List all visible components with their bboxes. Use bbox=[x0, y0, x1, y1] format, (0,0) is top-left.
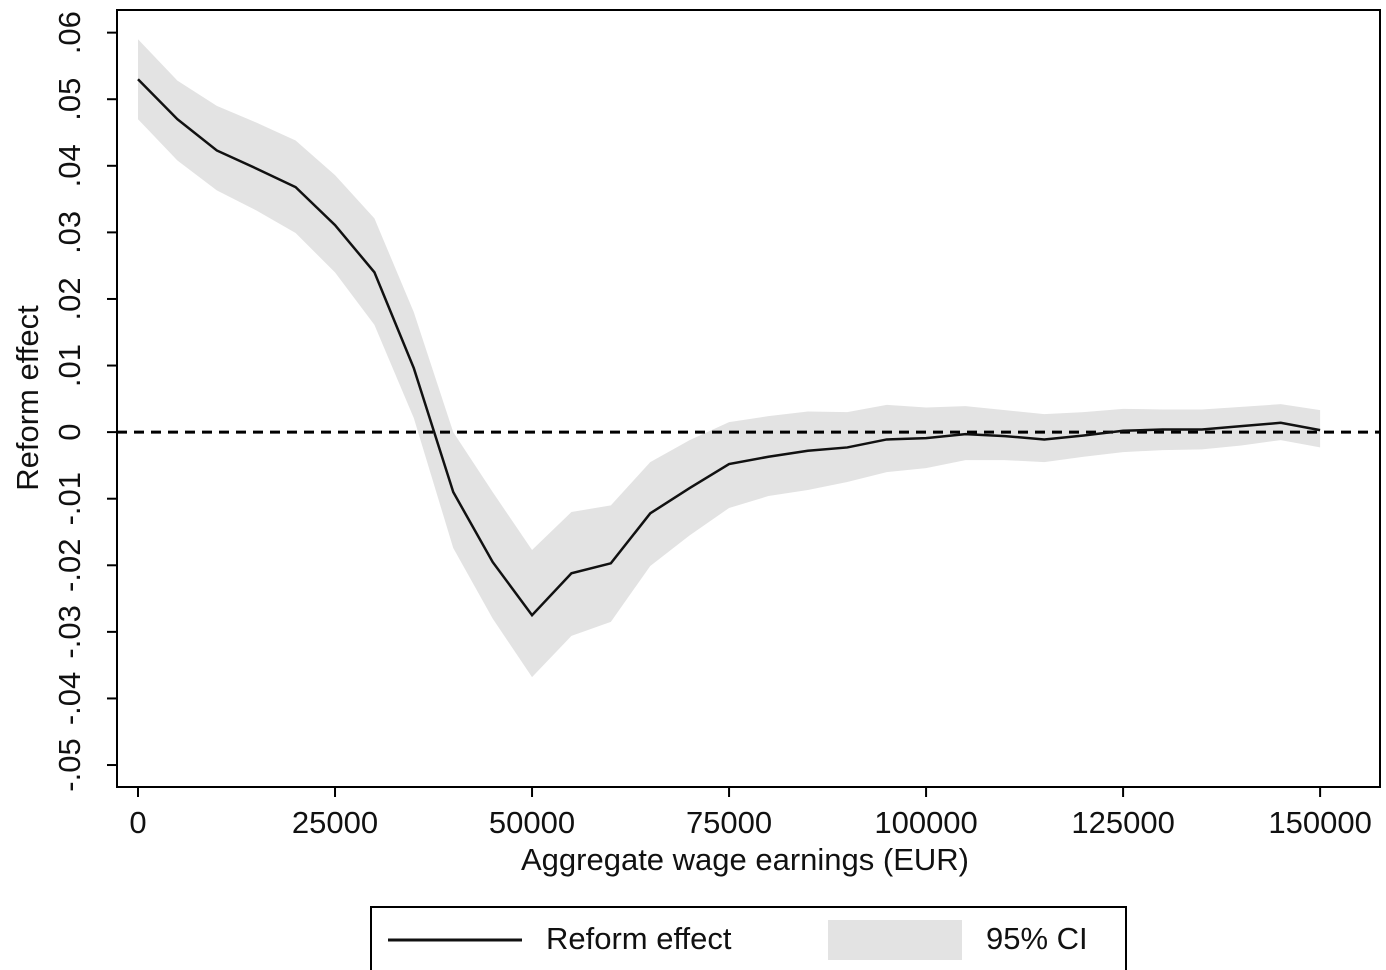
x-tick-label: 75000 bbox=[686, 805, 772, 840]
legend-label: 95% CI bbox=[986, 921, 1088, 956]
y-tick-label: .03 bbox=[52, 211, 87, 254]
y-tick-label: .02 bbox=[52, 277, 87, 320]
y-tick-label: .01 bbox=[52, 344, 87, 387]
x-tick-label: 150000 bbox=[1268, 805, 1371, 840]
y-tick-label: -.03 bbox=[52, 605, 87, 658]
y-tick-label: -.02 bbox=[52, 539, 87, 592]
y-tick-label: .06 bbox=[52, 11, 87, 54]
legend-label: Reform effect bbox=[546, 921, 732, 956]
x-tick-label: 50000 bbox=[489, 805, 575, 840]
ci-band bbox=[138, 39, 1321, 678]
x-axis-title: Aggregate wage earnings (EUR) bbox=[521, 842, 969, 877]
y-tick-label: .04 bbox=[52, 144, 87, 187]
effect-line bbox=[137, 78, 1321, 618]
y-tick-label: .05 bbox=[52, 78, 87, 121]
legend-swatch bbox=[828, 920, 962, 960]
y-tick-label: -.05 bbox=[52, 738, 87, 791]
plot-frame bbox=[116, 9, 1381, 788]
y-tick-label: -.01 bbox=[52, 472, 87, 525]
y-tick-label: -.04 bbox=[52, 672, 87, 725]
x-tick-label: 25000 bbox=[292, 805, 378, 840]
y-tick-label: 0 bbox=[52, 423, 87, 440]
x-tick-label: 100000 bbox=[874, 805, 977, 840]
x-tick-label: 125000 bbox=[1071, 805, 1174, 840]
y-axis-title: Reform effect bbox=[10, 305, 45, 491]
x-tick-label: 0 bbox=[129, 805, 146, 840]
